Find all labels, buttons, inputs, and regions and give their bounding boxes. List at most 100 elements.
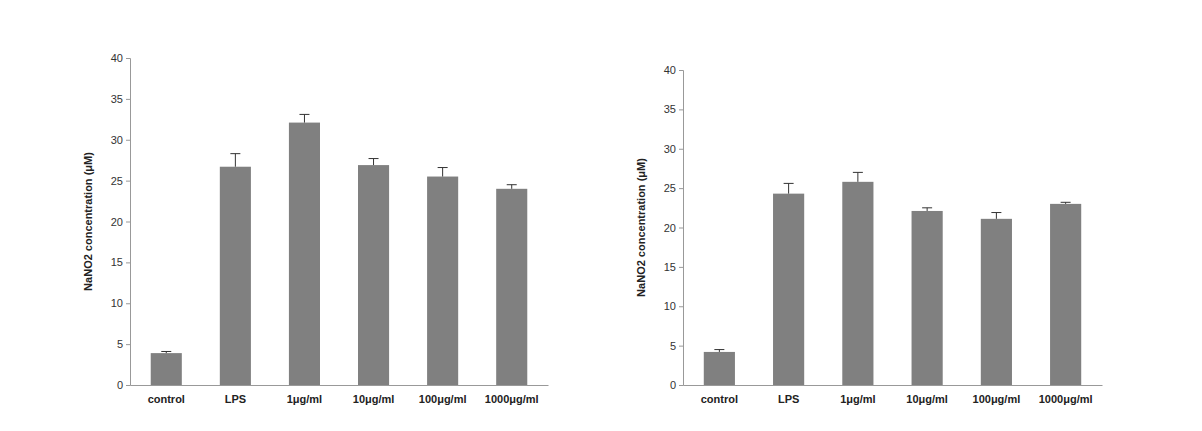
tick: 1000μg/ml [1039,385,1093,405]
tick-label: 30 [664,143,676,155]
tick-mark [126,262,130,263]
y-axis-title: NaNO2 concentration (μM) [635,158,647,297]
error-stem [235,154,236,167]
x-axis: control LPS 1μg/ml 10μg/ml 100μg/ml 1000μg/ml [684,385,1103,405]
error-cap [714,349,724,350]
error-cap [853,172,863,173]
tick-label: 20 [664,222,676,234]
tick-label: 100μg/ml [973,393,1021,405]
tick: 0 [117,379,130,391]
tick: 25 [111,175,130,187]
tick: 20 [664,222,683,234]
tick-label: 0 [117,379,123,391]
tick-label: 40 [111,52,123,64]
tick-label: 10μg/ml [353,393,395,405]
error-bar [161,351,171,353]
axis-line [684,385,1103,386]
tick: 15 [664,261,683,273]
axis-line [126,59,131,386]
tick-mark [679,385,683,386]
tick-mark [679,70,683,71]
error-cap [161,351,171,352]
error-bar [507,185,517,189]
tick-mark [126,181,130,182]
tick-label: 35 [111,93,123,105]
tick-label: control [701,393,738,405]
error-bar [369,159,379,166]
bar [289,123,320,385]
error-stem [857,172,858,181]
y-axis-title: NaNO2 concentration (μM) [82,152,94,291]
tick: 100μg/ml [419,385,467,405]
bar [151,353,182,385]
tick: 1000μg/ml [485,385,539,405]
tick-label: control [148,393,185,405]
tick-mark [126,58,130,59]
tick-mark [679,188,683,189]
error-bar [991,213,1001,219]
bar [981,219,1012,385]
error-cap [299,114,309,115]
chart: 0 5 10 15 20 25 30 35 40 control LPS 1μg/ml 10μg/ml 1… [635,64,1103,405]
tick: LPS [225,385,246,405]
tick: 15 [111,256,130,268]
tick: 10μg/ml [906,385,948,405]
axis-line [679,71,684,386]
tick-mark [126,99,130,100]
tick-mark [126,303,130,304]
tick: 100μg/ml [973,385,1021,405]
tick-mark [126,140,130,141]
tick: 10μg/ml [353,385,395,405]
tick: 10 [664,300,683,312]
tick-label: 1μg/ml [840,393,875,405]
tick: 10 [111,297,130,309]
bar [1050,204,1081,385]
tick-label: 5 [670,340,676,352]
bar [220,167,251,385]
tick: 20 [111,216,130,228]
tick-mark [126,222,130,223]
tick-mark [679,149,683,150]
tick: 40 [664,64,683,76]
tick: 30 [111,134,130,146]
tick: 35 [111,93,130,105]
error-bar [853,172,863,181]
bar [496,189,527,385]
plot-area [704,172,1081,385]
tick-mark [679,228,683,229]
axis-line [131,385,549,386]
tick-label: 35 [664,103,676,115]
error-cap [991,212,1001,213]
error-stem [442,168,443,177]
tick-label: 1000μg/ml [1039,393,1093,405]
error-cap [438,167,448,168]
bar [704,352,735,385]
tick-label: LPS [225,393,246,405]
tick-label: 30 [111,134,123,146]
tick: 30 [664,143,683,155]
tick: 1μg/ml [840,385,875,405]
error-bar [299,114,309,122]
tick-mark [126,385,130,386]
tick-label: 10μg/ml [906,393,948,405]
tick-label: 5 [117,338,123,350]
tick: 35 [664,103,683,115]
error-cap [369,158,379,159]
tick: control [148,385,185,405]
error-bar [784,183,794,193]
error-bar [438,168,448,177]
error-cap [1061,202,1071,203]
tick-label: 25 [664,182,676,194]
tick: 0 [670,379,683,391]
error-stem [996,213,997,219]
tick-label: 20 [111,216,123,228]
tick-mark [679,306,683,307]
tick: LPS [778,385,799,405]
bar [358,165,389,385]
bar [912,211,943,385]
error-bar [714,350,724,352]
tick: control [701,385,738,405]
tick-label: 15 [111,256,123,268]
tick-mark [679,267,683,268]
tick-label: LPS [778,393,799,405]
